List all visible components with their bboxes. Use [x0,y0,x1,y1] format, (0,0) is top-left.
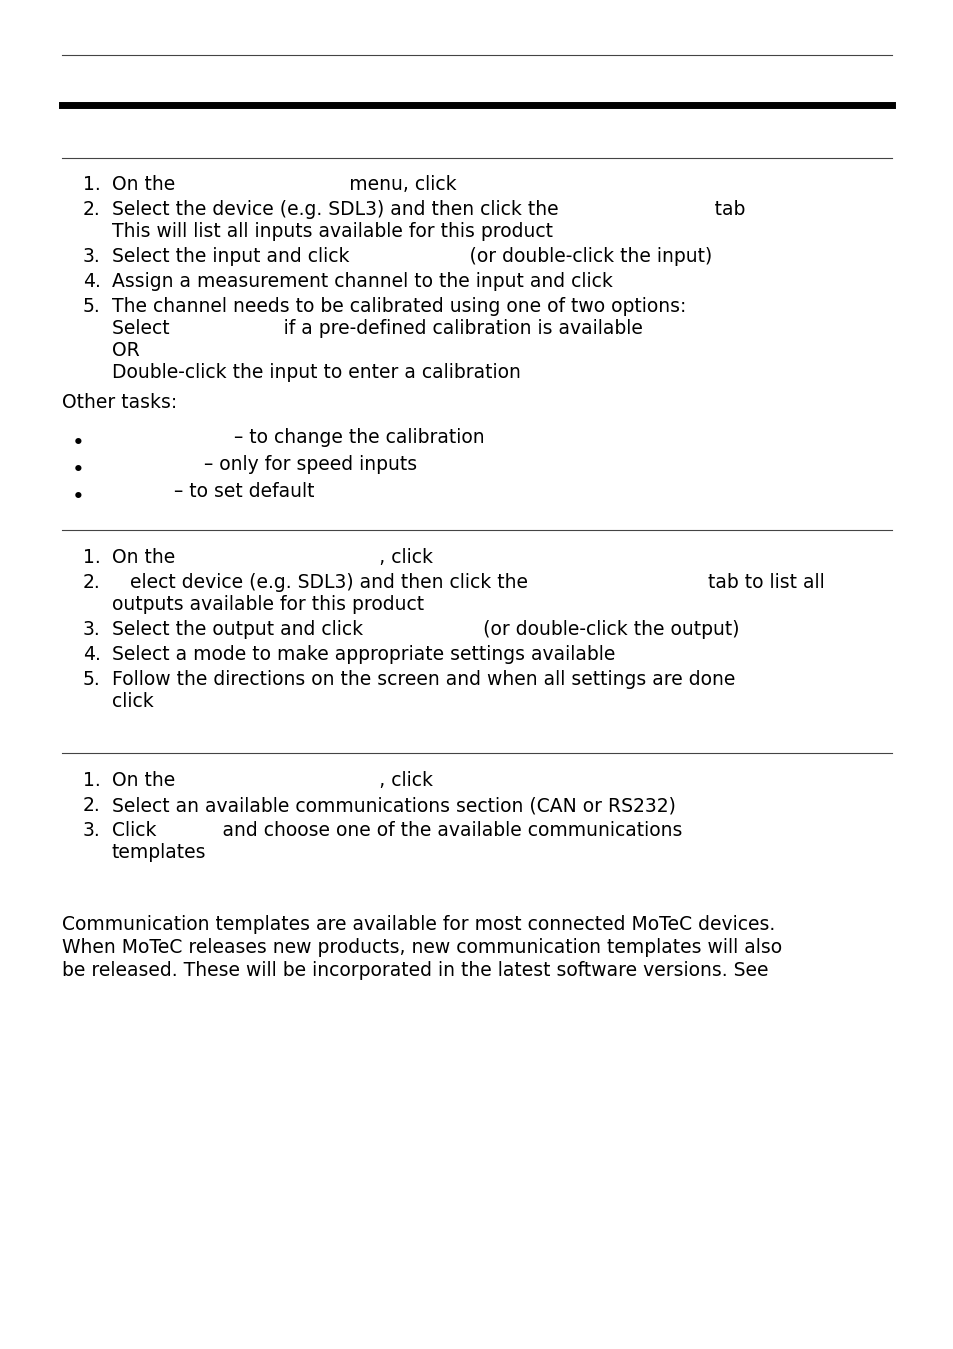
Text: – only for speed inputs: – only for speed inputs [84,455,416,473]
Text: – to set default: – to set default [84,482,314,500]
Text: Assign a measurement channel to the input and click: Assign a measurement channel to the inpu… [112,272,612,291]
Text: 3.: 3. [83,247,101,266]
Text: The channel needs to be calibrated using one of two options:: The channel needs to be calibrated using… [112,297,685,316]
Text: click: click [112,692,153,711]
Text: On the                             menu, click: On the menu, click [112,175,456,194]
Text: Click           and choose one of the available communications: Click and choose one of the available co… [112,822,681,840]
Text: 1.: 1. [83,548,101,567]
Text: 5.: 5. [83,297,101,316]
Text: •: • [71,487,85,507]
Text: Communication templates are available for most connected MoTeC devices.: Communication templates are available fo… [62,915,775,934]
Text: Select a mode to make appropriate settings available: Select a mode to make appropriate settin… [112,645,615,664]
Text: When MoTeC releases new products, new communication templates will also: When MoTeC releases new products, new co… [62,938,781,956]
Text: 5.: 5. [83,670,101,689]
Text: templates: templates [112,843,206,862]
Text: Select the input and click                    (or double-click the input): Select the input and click (or double-cl… [112,247,712,266]
Text: •: • [71,460,85,480]
Text: 2.: 2. [83,796,101,815]
Text: 2.: 2. [83,200,101,219]
Text: Select an available communications section (CAN or RS232): Select an available communications secti… [112,796,675,815]
Text: 3.: 3. [83,822,101,840]
Text: be released. These will be incorporated in the latest software versions. See: be released. These will be incorporated … [62,960,768,979]
Text: •: • [71,433,85,453]
Text: Select                   if a pre-defined calibration is available: Select if a pre-defined calibration is a… [112,318,642,339]
Text: On the                                  , click: On the , click [112,772,433,791]
Text: 2.: 2. [83,573,101,592]
Text: 1.: 1. [83,772,101,791]
Text: Select the device (e.g. SDL3) and then click the                          tab: Select the device (e.g. SDL3) and then c… [112,200,744,219]
Text: Double-click the input to enter a calibration: Double-click the input to enter a calibr… [112,363,520,382]
Text: 3.: 3. [83,621,101,639]
Text: OR: OR [112,341,139,360]
Text: On the                                  , click: On the , click [112,548,433,567]
Text: Select the output and click                    (or double-click the output): Select the output and click (or double-c… [112,621,739,639]
Text: 4.: 4. [83,272,101,291]
Text: 1.: 1. [83,175,101,194]
Text: – to change the calibration: – to change the calibration [84,428,484,447]
Text: elect device (e.g. SDL3) and then click the                              tab to : elect device (e.g. SDL3) and then click … [112,573,824,592]
Text: Follow the directions on the screen and when all settings are done: Follow the directions on the screen and … [112,670,735,689]
Text: outputs available for this product: outputs available for this product [112,595,424,614]
Text: This will list all inputs available for this product: This will list all inputs available for … [112,223,553,241]
Text: 4.: 4. [83,645,101,664]
Text: Other tasks:: Other tasks: [62,393,177,411]
